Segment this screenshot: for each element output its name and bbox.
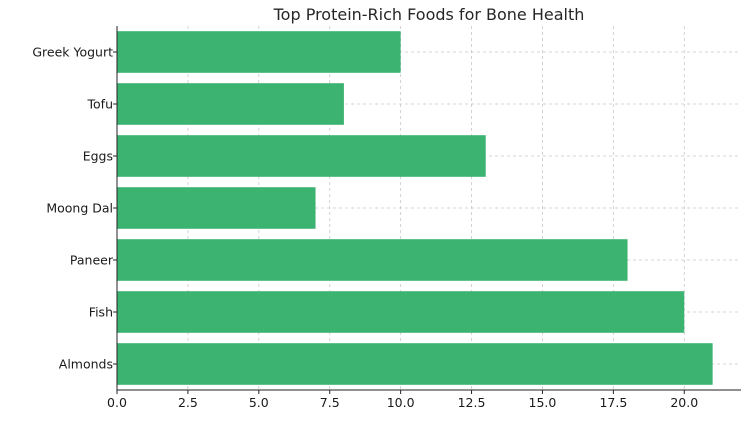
x-tick-label: 2.5 (178, 395, 198, 410)
bar-greek-yogurt (117, 31, 401, 73)
y-axis-ticks: Almonds Fish Paneer Moong Dal Eggs Tofu Greek … (32, 45, 117, 372)
bar-eggs (117, 135, 486, 177)
bar-paneer (117, 239, 628, 281)
x-tick-label: 12.5 (458, 395, 486, 410)
chart-title: Top Protein-Rich Foods for Bone Health (273, 5, 585, 24)
x-tick-label: 0.0 (107, 395, 127, 410)
bar-tofu (117, 83, 344, 125)
x-tick-label: 10.0 (387, 395, 415, 410)
y-tick-label-greek-yogurt: Greek Yogurt (32, 45, 113, 60)
bar-almonds (117, 343, 713, 385)
bars (117, 31, 713, 385)
x-tick-label: 20.0 (670, 395, 698, 410)
y-tick-label-tofu: Tofu (87, 97, 113, 112)
x-axis-ticks: 0.0 2.5 5.0 7.5 10.0 12.5 15.0 17.5 20.0 (107, 390, 698, 410)
x-tick-label: 5.0 (249, 395, 269, 410)
y-tick-label-fish: Fish (89, 305, 113, 320)
y-tick-label-almonds: Almonds (59, 357, 113, 372)
x-tick-label: 15.0 (529, 395, 557, 410)
y-tick-label-paneer: Paneer (70, 253, 114, 268)
bar-moong-dal (117, 187, 316, 229)
y-tick-label-moong-dal: Moong Dal (46, 201, 113, 216)
x-tick-label: 17.5 (599, 395, 627, 410)
x-tick-label: 7.5 (320, 395, 340, 410)
bar-fish (117, 291, 685, 333)
y-tick-label-eggs: Eggs (83, 149, 113, 164)
